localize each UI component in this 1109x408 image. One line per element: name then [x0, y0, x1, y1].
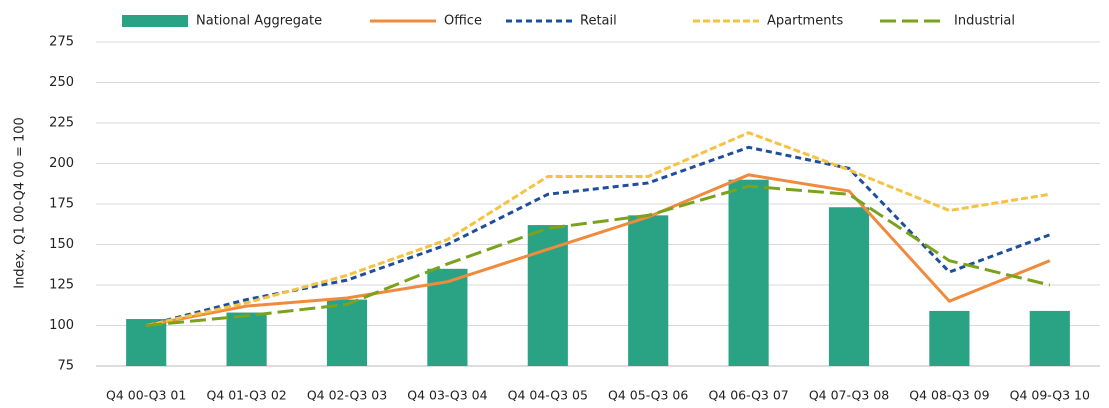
x-tick-label: Q4 00-Q3 01	[106, 388, 186, 403]
bar	[1029, 310, 1070, 366]
line	[145, 173, 1051, 327]
x-tick-label: Q4 05-Q3 06	[608, 388, 688, 403]
legend-label: Retail	[580, 14, 617, 29]
legend-swatch	[122, 15, 188, 27]
bar	[728, 179, 769, 366]
y-axis-label: Index, Q1 00-Q4 00 = 100	[13, 117, 28, 289]
bar	[628, 215, 669, 366]
y-tick-label: 275	[49, 35, 74, 50]
bar	[326, 299, 368, 366]
y-tick-label: 250	[49, 75, 74, 90]
y-tick-label: 150	[49, 237, 74, 252]
x-tick-label: Q4 09-Q3 10	[1010, 388, 1090, 403]
line	[145, 131, 1051, 327]
x-tick-label: Q4 03-Q3 04	[407, 388, 487, 403]
y-tick-label: 125	[49, 278, 74, 293]
x-tick-label: Q4 08-Q3 09	[909, 388, 989, 403]
x-tick-label: Q4 02-Q3 03	[307, 388, 387, 403]
bar	[929, 310, 970, 366]
legend-label: Industrial	[954, 14, 1015, 29]
line	[146, 184, 1051, 327]
x-tick-label: Q4 06-Q3 07	[708, 388, 788, 403]
legend-label: Office	[444, 14, 482, 29]
bar	[226, 312, 267, 366]
bar	[828, 207, 870, 366]
y-tick-label: 175	[49, 197, 74, 212]
y-tick-label: 100	[49, 318, 74, 333]
y-tick-label: 225	[49, 116, 74, 131]
y-tick-label: 75	[57, 359, 74, 374]
x-tick-label: Q4 04-Q3 05	[508, 388, 588, 403]
x-tick-label: Q4 01-Q3 02	[206, 388, 286, 403]
bar	[126, 319, 167, 366]
legend-label: Apartments	[767, 14, 844, 29]
y-tick-label: 200	[49, 156, 74, 171]
legend-label: National Aggregate	[196, 14, 322, 29]
x-tick-label: Q4 07-Q3 08	[809, 388, 889, 403]
